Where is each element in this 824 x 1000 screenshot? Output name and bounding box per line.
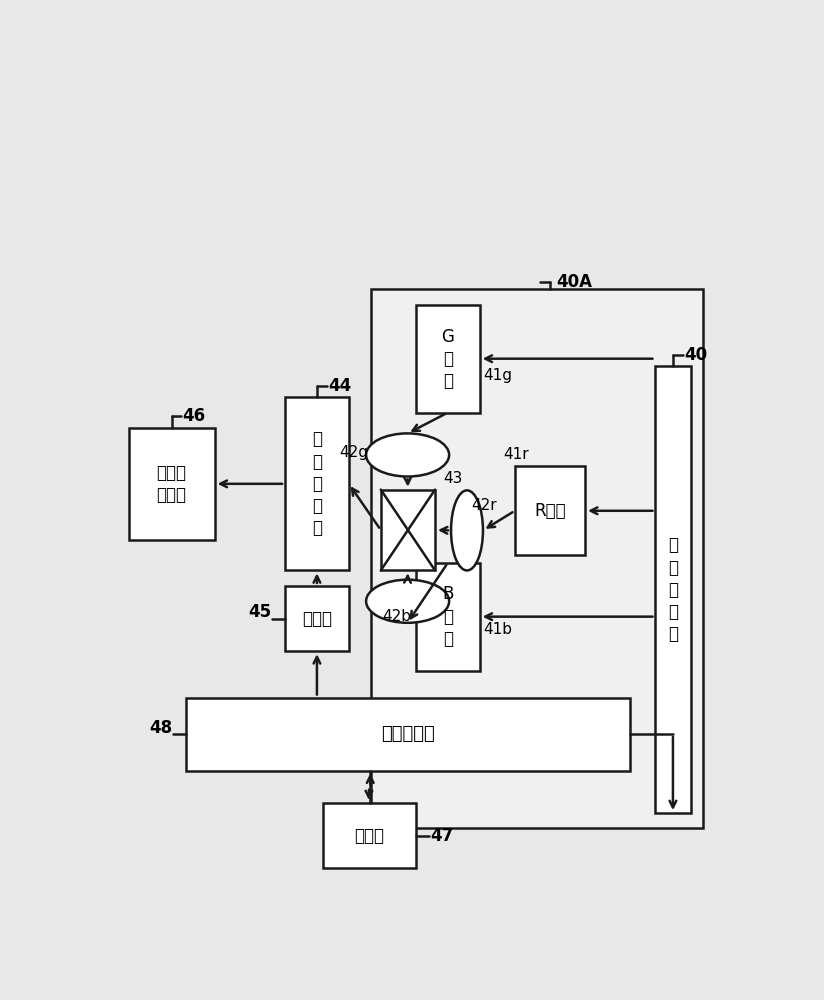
- Text: 光
源
控
制
部: 光 源 控 制 部: [668, 536, 678, 643]
- Bar: [186, 698, 630, 771]
- Text: 40: 40: [684, 346, 707, 364]
- Text: 41g: 41g: [483, 368, 512, 383]
- Text: 驱动部: 驱动部: [302, 610, 332, 628]
- Text: 系统控制部: 系统控制部: [381, 725, 435, 743]
- Text: R光源: R光源: [534, 502, 566, 520]
- Text: 47: 47: [430, 827, 453, 845]
- Bar: [323, 803, 416, 868]
- Bar: [515, 466, 585, 555]
- Ellipse shape: [366, 580, 449, 623]
- Text: 40A: 40A: [556, 273, 592, 291]
- Text: 42g: 42g: [339, 445, 368, 460]
- Text: 41b: 41b: [483, 622, 512, 637]
- Text: 投影光
学系统: 投影光 学系统: [157, 464, 187, 504]
- Text: G
光
源: G 光 源: [442, 328, 454, 390]
- Text: 光
调
制
元
件: 光 调 制 元 件: [312, 430, 322, 537]
- Bar: [285, 397, 349, 570]
- Text: 43: 43: [443, 471, 463, 486]
- Text: 41r: 41r: [503, 447, 529, 462]
- Text: 48: 48: [149, 719, 172, 737]
- Bar: [129, 428, 215, 540]
- Text: 46: 46: [182, 407, 206, 425]
- Text: 44: 44: [328, 377, 351, 395]
- Ellipse shape: [366, 433, 449, 477]
- Text: 42r: 42r: [471, 497, 497, 512]
- Bar: [285, 586, 349, 651]
- Ellipse shape: [451, 490, 483, 570]
- Bar: [371, 289, 703, 828]
- Text: 42b: 42b: [382, 609, 412, 624]
- Bar: [416, 305, 480, 413]
- Bar: [655, 366, 691, 813]
- Text: B
光
源: B 光 源: [442, 585, 453, 648]
- Bar: [381, 490, 435, 570]
- Text: 45: 45: [248, 603, 271, 621]
- Bar: [416, 563, 480, 671]
- Text: 通信部: 通信部: [354, 827, 385, 845]
